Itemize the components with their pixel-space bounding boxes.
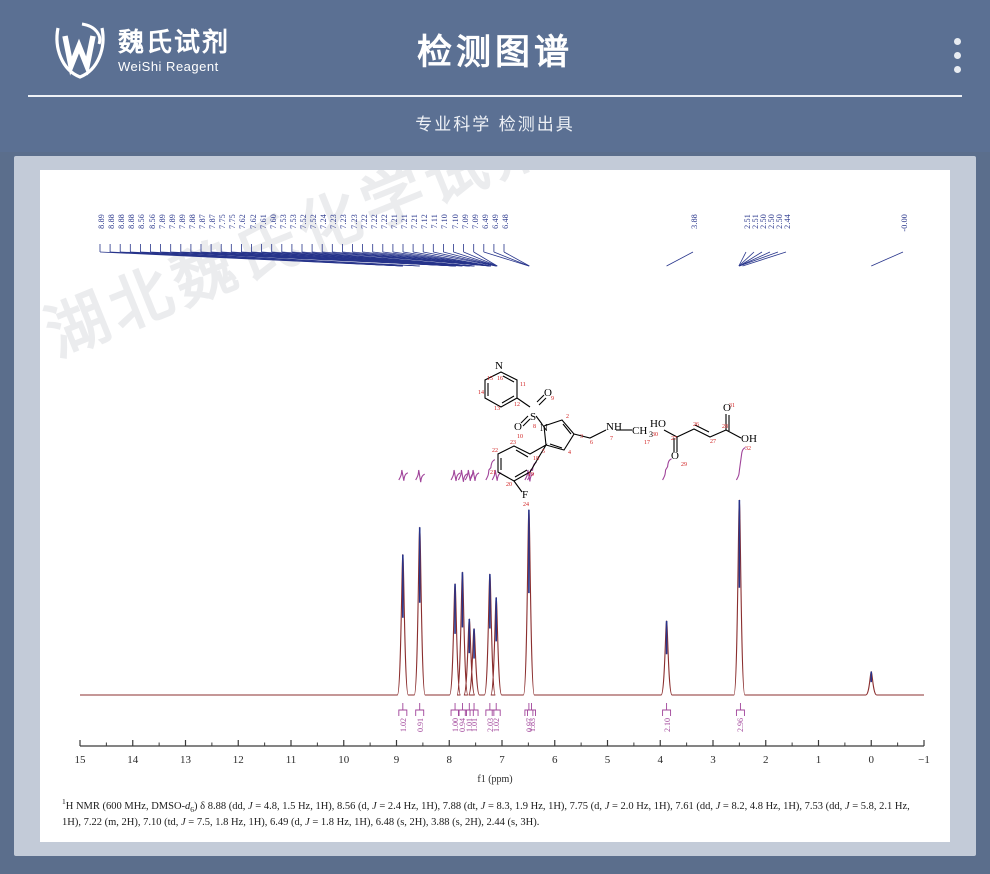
x-tick-label: 8 xyxy=(446,754,453,766)
x-tick-label: 11 xyxy=(285,754,297,766)
svg-text:8: 8 xyxy=(533,424,536,430)
logo-text-en: WeiShi Reagent xyxy=(118,58,219,74)
svg-text:13: 13 xyxy=(494,406,500,412)
svg-text:27: 27 xyxy=(710,439,716,445)
x-tick-label: 3 xyxy=(710,754,716,766)
svg-text:32: 32 xyxy=(745,446,751,452)
kebab-dot xyxy=(954,38,961,45)
svg-text:O: O xyxy=(514,421,522,433)
svg-text:OH: OH xyxy=(741,433,757,445)
svg-text:16: 16 xyxy=(497,376,503,382)
svg-text:19: 19 xyxy=(528,472,534,478)
spectrum-card-frame: 湖北魏氏化学试剂股份有限公司 8.898.888.888.888.568.567… xyxy=(14,156,976,856)
svg-text:4: 4 xyxy=(568,450,571,456)
svg-text:3: 3 xyxy=(649,430,653,439)
nmr-trace-svg xyxy=(80,244,924,716)
x-tick-label: 0 xyxy=(868,754,875,766)
svg-text:5: 5 xyxy=(542,449,545,455)
kebab-dot xyxy=(954,52,961,59)
x-tick-label: 1 xyxy=(815,754,822,766)
x-tick-label: −1 xyxy=(918,754,930,766)
weishi-w-logo-icon xyxy=(52,22,108,80)
svg-text:20: 20 xyxy=(506,482,512,488)
svg-text:O: O xyxy=(671,450,679,462)
brand-logo: 魏氏试剂 WeiShi Reagent xyxy=(52,22,230,80)
x-tick-label: 10 xyxy=(338,754,350,766)
page-title: 检测图谱 xyxy=(416,33,573,73)
nmr-plot xyxy=(40,170,950,842)
svg-text:CH: CH xyxy=(632,425,647,437)
svg-text:14: 14 xyxy=(478,390,484,396)
svg-text:HO: HO xyxy=(650,418,666,430)
svg-text:28: 28 xyxy=(722,424,728,430)
svg-text:6: 6 xyxy=(590,440,593,446)
svg-text:2: 2 xyxy=(566,414,569,420)
svg-text:NH: NH xyxy=(606,421,622,433)
svg-text:3: 3 xyxy=(580,434,583,440)
svg-text:15: 15 xyxy=(487,376,493,382)
svg-text:17: 17 xyxy=(644,440,650,446)
x-axis-title: f1 (ppm) xyxy=(477,774,513,785)
caption-nucleus: 1 xyxy=(62,797,66,806)
svg-text:31: 31 xyxy=(729,403,735,409)
x-tick-label: 12 xyxy=(232,754,244,766)
svg-text:26: 26 xyxy=(693,422,699,428)
nmr-caption: 1H NMR (600 MHz, DMSO-d6) δ 8.88 (dd, J … xyxy=(62,796,930,831)
spectrum-card: 湖北魏氏化学试剂股份有限公司 8.898.888.888.888.568.567… xyxy=(40,170,950,842)
svg-text:10: 10 xyxy=(517,434,523,440)
svg-text:24: 24 xyxy=(523,502,529,508)
x-axis: 15 14 13 12 11 10 9 8 7 6 5 4 3 2 1 0 −1 f1 (ppm) xyxy=(40,170,950,842)
svg-text:22: 22 xyxy=(492,448,498,454)
molecular-structure: N S O O N F NH CH 3 HO O O OH 15 16 11 14 1… xyxy=(438,358,798,528)
svg-text:29: 29 xyxy=(681,462,687,468)
svg-text:23: 23 xyxy=(510,440,516,446)
svg-text:O: O xyxy=(723,402,731,414)
svg-text:7: 7 xyxy=(610,436,613,442)
x-tick-label: 14 xyxy=(127,754,139,766)
x-tick-label: 6 xyxy=(552,754,558,766)
caption-body: H NMR (600 MHz, DMSO-d6) δ 8.88 (dd, J =… xyxy=(62,800,910,829)
svg-text:N: N xyxy=(540,422,548,434)
svg-text:9: 9 xyxy=(551,396,554,402)
kebab-dot xyxy=(954,66,961,73)
svg-text:F: F xyxy=(522,489,528,501)
svg-text:N: N xyxy=(495,360,503,372)
svg-text:O: O xyxy=(544,387,552,399)
kebab-menu-icon[interactable] xyxy=(954,38,962,73)
svg-text:11: 11 xyxy=(520,382,526,388)
x-tick-label: 7 xyxy=(499,754,505,766)
page-subtitle: 专业科学 检测出具 xyxy=(415,115,575,135)
svg-text:S: S xyxy=(530,411,536,423)
svg-text:12: 12 xyxy=(514,402,520,408)
x-tick-label: 15 xyxy=(74,754,86,766)
svg-text:30: 30 xyxy=(652,432,658,438)
page-header: 魏氏试剂 WeiShi Reagent 检测图谱 专业科学 检测出具 xyxy=(0,0,990,152)
x-tick-label: 2 xyxy=(763,754,769,766)
x-tick-label: 9 xyxy=(393,754,400,766)
x-tick-label: 13 xyxy=(180,754,191,766)
logo-text-cn: 魏氏试剂 xyxy=(118,27,231,58)
svg-text:21: 21 xyxy=(490,470,496,476)
svg-text:18: 18 xyxy=(533,456,539,462)
svg-text:27: 27 xyxy=(671,436,677,442)
header-divider xyxy=(28,95,962,97)
x-tick-label: 4 xyxy=(657,754,664,766)
x-tick-label: 5 xyxy=(604,754,611,766)
